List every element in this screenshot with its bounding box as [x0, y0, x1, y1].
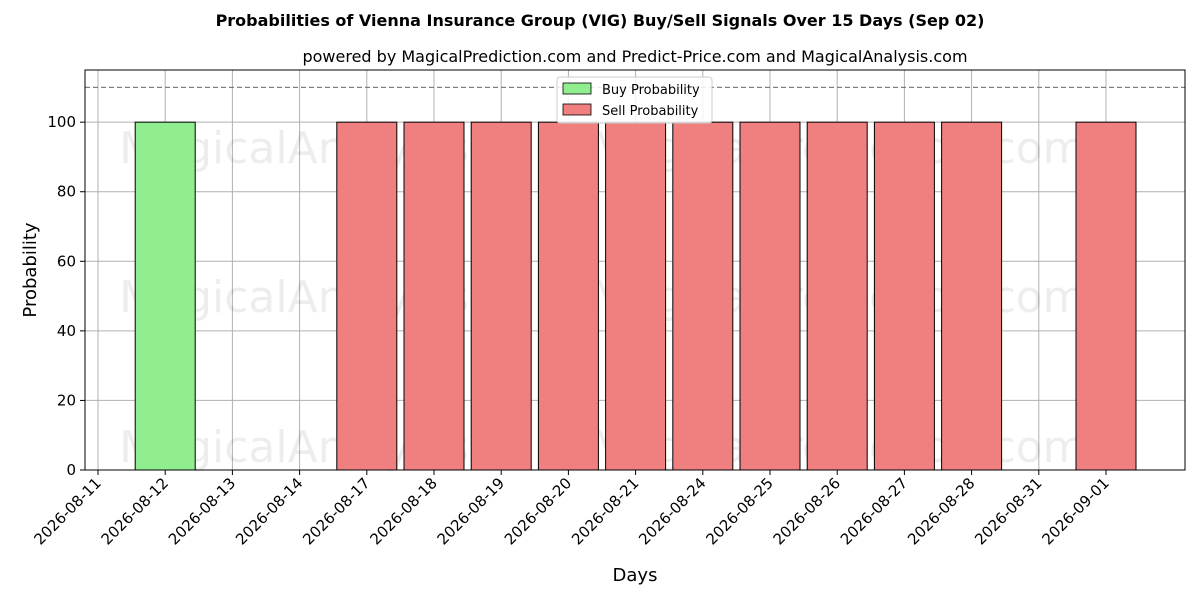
x-tick-label: 2026-08-31 [971, 474, 1045, 548]
legend-label-buy: Buy Probability [602, 83, 700, 98]
watermark-layer: MagicalAnalysis.comMagicalPrediction.com… [119, 123, 1085, 473]
x-tick-label: 2026-08-28 [904, 474, 978, 548]
chart-subtitle: powered by MagicalPrediction.com and Pre… [302, 47, 967, 66]
y-tick-label: 60 [57, 252, 76, 270]
x-tick-label: 2026-08-20 [501, 474, 575, 548]
legend: Buy Probability Sell Probability [556, 76, 713, 124]
sell-probability-bar [739, 121, 801, 471]
y-tick-label: 80 [57, 183, 76, 201]
legend-swatch-sell [562, 103, 592, 116]
sell-probability-bar [336, 121, 398, 471]
x-tick-label: 2026-08-17 [299, 474, 373, 548]
sell-probability-bar [537, 121, 599, 471]
x-tick-label: 2026-08-27 [837, 474, 911, 548]
sell-probability-bar [605, 121, 667, 471]
legend-frame [556, 76, 713, 124]
bar-layer [134, 121, 1137, 471]
x-tick-label: 2026-09-01 [1038, 474, 1112, 548]
x-tick-label: 2026-08-19 [434, 474, 508, 548]
plot-frame [84, 69, 1186, 471]
x-tick-label: 2026-08-12 [98, 474, 172, 548]
y-tick-label: 100 [47, 113, 76, 131]
buy-probability-bar [134, 121, 196, 471]
sell-probability-bar [806, 121, 868, 471]
y-tick-label: 20 [57, 391, 76, 409]
x-tick-label: 2026-08-26 [770, 474, 844, 548]
x-tick-label: 2026-08-13 [165, 474, 239, 548]
y-tick-label: 0 [66, 461, 76, 479]
sell-probability-bar [403, 121, 465, 471]
chart-title: Probabilities of Vienna Insurance Group … [216, 11, 985, 30]
sell-probability-bar [1075, 121, 1137, 471]
legend-label-sell: Sell Probability [602, 104, 699, 119]
x-tick-label: 2026-08-24 [635, 474, 709, 548]
y-tick-label: 40 [57, 322, 76, 340]
sell-probability-bar [672, 121, 734, 471]
sell-probability-bar [941, 121, 1003, 471]
x-tick-label: 2026-08-14 [232, 474, 306, 548]
plot-area: MagicalAnalysis.comMagicalPrediction.com… [30, 69, 1186, 548]
x-tick-label: 2026-08-18 [366, 474, 440, 548]
sell-probability-bar [873, 121, 935, 471]
legend-swatch-buy [562, 82, 592, 95]
x-tick-label: 2026-08-25 [702, 474, 776, 548]
x-axis-label: Days [613, 565, 658, 586]
x-tick-label: 2026-08-21 [568, 474, 642, 548]
y-axis-label: Probability [20, 222, 41, 317]
sell-probability-bar [470, 121, 532, 471]
x-tick-label: 2026-08-11 [30, 474, 104, 548]
